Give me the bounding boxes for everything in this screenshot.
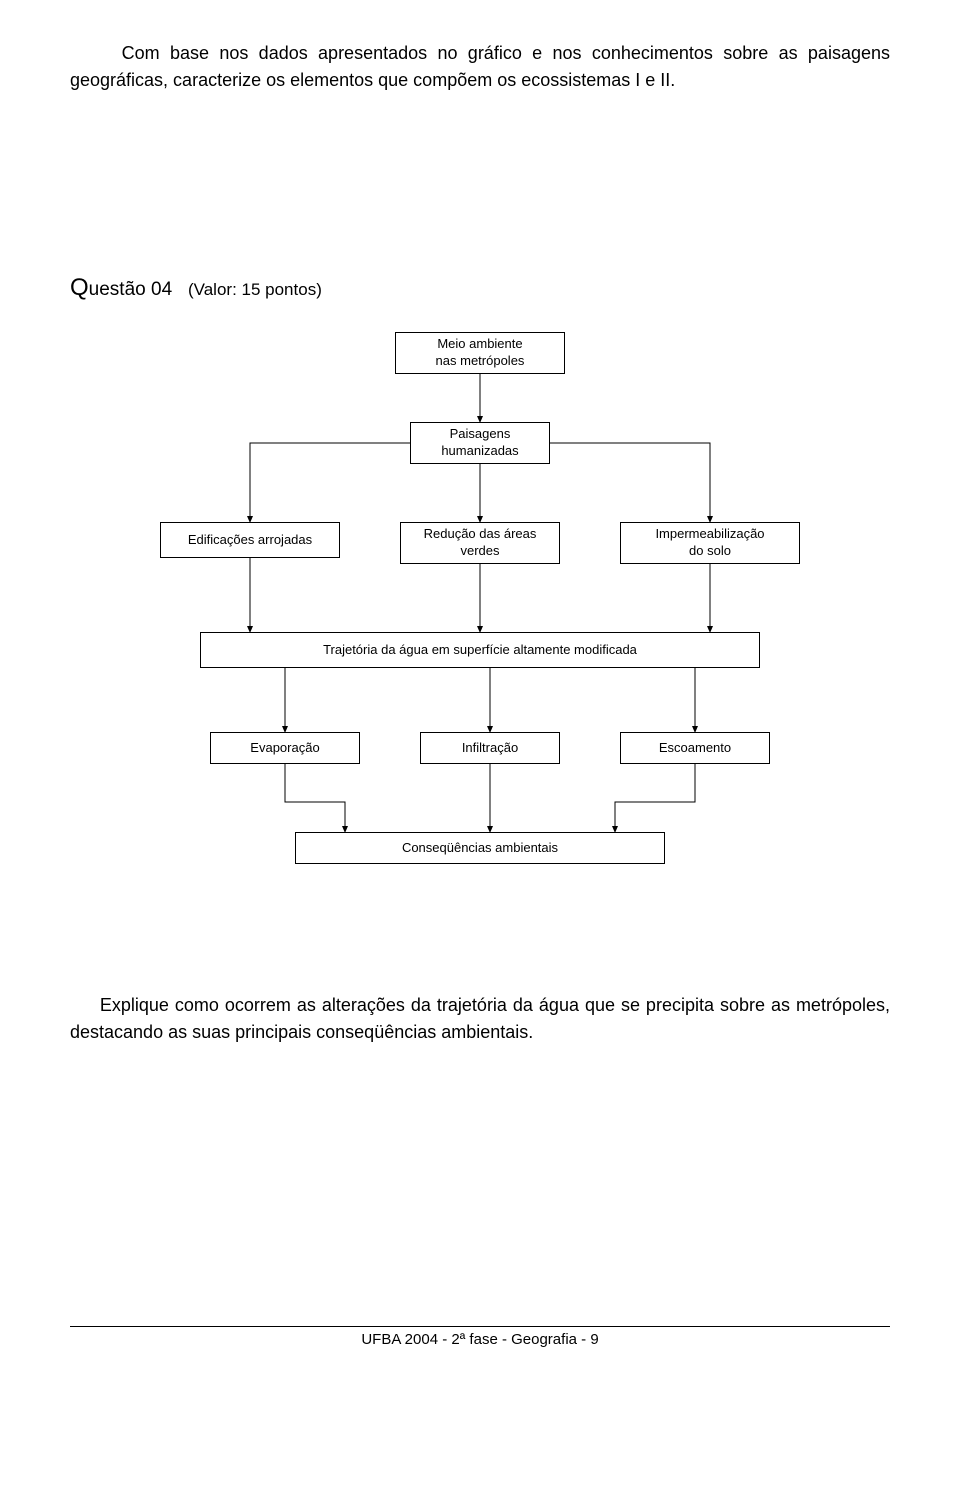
- flowchart-node: Evaporação: [210, 732, 360, 764]
- question-word: uestão: [89, 279, 146, 300]
- flowchart-node: Meio ambiente nas metrópoles: [395, 332, 565, 374]
- question-valor: (Valor: 15 pontos): [188, 280, 322, 299]
- question-q: Q: [70, 274, 89, 301]
- intro-text: Com base nos dados apresentados no gráfi…: [70, 43, 890, 90]
- flowchart-node: Infiltração: [420, 732, 560, 764]
- footer-text: UFBA 2004 - 2ª fase - Geografia - 9: [70, 1331, 890, 1348]
- footer-container: UFBA 2004 - 2ª fase - Geografia - 9: [70, 1326, 890, 1348]
- flowchart-node: Redução das áreas verdes: [400, 522, 560, 564]
- flowchart-container: Meio ambiente nas metrópoles Paisagens hu…: [120, 332, 840, 952]
- footer-rule: [70, 1326, 890, 1327]
- explain-text: Explique como ocorrem as alterações da t…: [70, 995, 890, 1042]
- question-number: 04: [151, 279, 172, 300]
- flowchart-edge: [550, 443, 710, 522]
- question-header: Questão 04 (Valor: 15 pontos): [70, 274, 890, 302]
- flowchart-node: Conseqüências ambientais: [295, 832, 665, 864]
- explain-paragraph: Explique como ocorrem as alterações da t…: [70, 992, 890, 1046]
- flowchart-node: Paisagens humanizadas: [410, 422, 550, 464]
- intro-paragraph: Com base nos dados apresentados no gráfi…: [70, 40, 890, 94]
- flowchart-node: Edificações arrojadas: [160, 522, 340, 558]
- flowchart-edge: [285, 764, 345, 832]
- flowchart-edge: [615, 764, 695, 832]
- flowchart-edge: [250, 443, 410, 522]
- flowchart-node: Trajetória da água em superfície altamen…: [200, 632, 760, 668]
- flowchart-node: Impermeabilização do solo: [620, 522, 800, 564]
- flowchart-node: Escoamento: [620, 732, 770, 764]
